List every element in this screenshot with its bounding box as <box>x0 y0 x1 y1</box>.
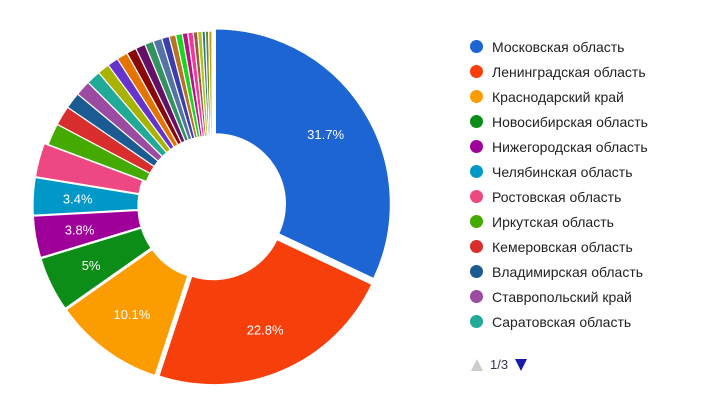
legend-item-label: Кемеровская область <box>492 238 633 255</box>
legend-item[interactable]: Московская область <box>470 34 648 59</box>
legend-item-label: Иркутская область <box>492 213 614 230</box>
pie-slice[interactable] <box>40 227 152 310</box>
legend-color-dot <box>470 190 483 203</box>
donut-chart: 31.7% 22.8% 10.1% 5% 3.8% 3.4% <box>32 28 391 386</box>
legend-color-dot <box>470 290 483 303</box>
legend-color-dot <box>470 265 483 278</box>
legend-color-dot <box>470 165 483 178</box>
legend-item-label: Челябинская область <box>492 163 633 180</box>
pie-slice[interactable] <box>32 209 142 259</box>
triangle-down-icon[interactable] <box>514 358 528 372</box>
legend-item-label: Саратовская область <box>492 313 632 330</box>
legend-item-label: Нижегородская область <box>492 138 648 155</box>
legend-pager: 1/3 <box>470 357 528 372</box>
legend-item[interactable]: Иркутская область <box>470 209 648 234</box>
legend-color-dot <box>470 90 483 103</box>
legend-item[interactable]: Кемеровская область <box>470 234 648 259</box>
legend-color-dot <box>470 315 483 328</box>
legend-item[interactable]: Ленинградская область <box>470 59 648 84</box>
slice-value-label: 3.8% <box>65 222 95 237</box>
legend-item[interactable]: Челябинская область <box>470 159 648 184</box>
pie-slice[interactable] <box>208 30 213 137</box>
legend-item-label: Владимирская область <box>492 263 644 280</box>
legend-item-label: Ставропольский край <box>492 288 632 305</box>
legend-item[interactable]: Нижегородская область <box>470 134 648 159</box>
legend-color-dot <box>470 140 483 153</box>
pie-slice[interactable] <box>158 238 373 386</box>
legend-page-indicator: 1/3 <box>490 357 509 372</box>
legend-color-dot <box>470 215 483 228</box>
legend-color-dot <box>470 240 483 253</box>
legend-item[interactable]: Саратовская область <box>470 309 648 334</box>
donut-slices <box>32 28 391 386</box>
legend-item[interactable]: Владимирская область <box>470 259 648 284</box>
legend-item-label: Новосибирская область <box>492 113 648 130</box>
slice-labels: 31.7% 22.8% 10.1% 5% 3.8% 3.4% <box>63 127 345 338</box>
legend-item-label: Краснодарский край <box>492 88 624 105</box>
legend-item[interactable]: Новосибирская область <box>470 109 648 134</box>
legend-item[interactable]: Ростовская область <box>470 184 648 209</box>
slice-value-label: 22.8% <box>247 323 284 338</box>
slice-value-label: 31.7% <box>307 127 344 142</box>
legend-color-dot <box>470 65 483 78</box>
slice-value-label: 5% <box>82 258 101 273</box>
pie-slice[interactable] <box>214 28 391 280</box>
pie-slice[interactable] <box>32 176 140 216</box>
legend-item-label: Ростовская область <box>492 188 622 205</box>
pie-slice[interactable] <box>65 248 189 377</box>
chart-legend: Московская область Ленинградская область К… <box>470 34 648 334</box>
triangle-up-icon[interactable] <box>470 358 484 372</box>
slice-value-label: 10.1% <box>113 307 150 322</box>
legend-item-label: Ленинградская область <box>492 63 646 80</box>
legend-color-dot <box>470 40 483 53</box>
legend-item[interactable]: Ставропольский край <box>470 284 648 309</box>
legend-item-label: Московская область <box>492 38 625 55</box>
slice-value-label: 3.4% <box>63 192 93 207</box>
legend-color-dot <box>470 115 483 128</box>
legend-item[interactable]: Краснодарский край <box>470 84 648 109</box>
